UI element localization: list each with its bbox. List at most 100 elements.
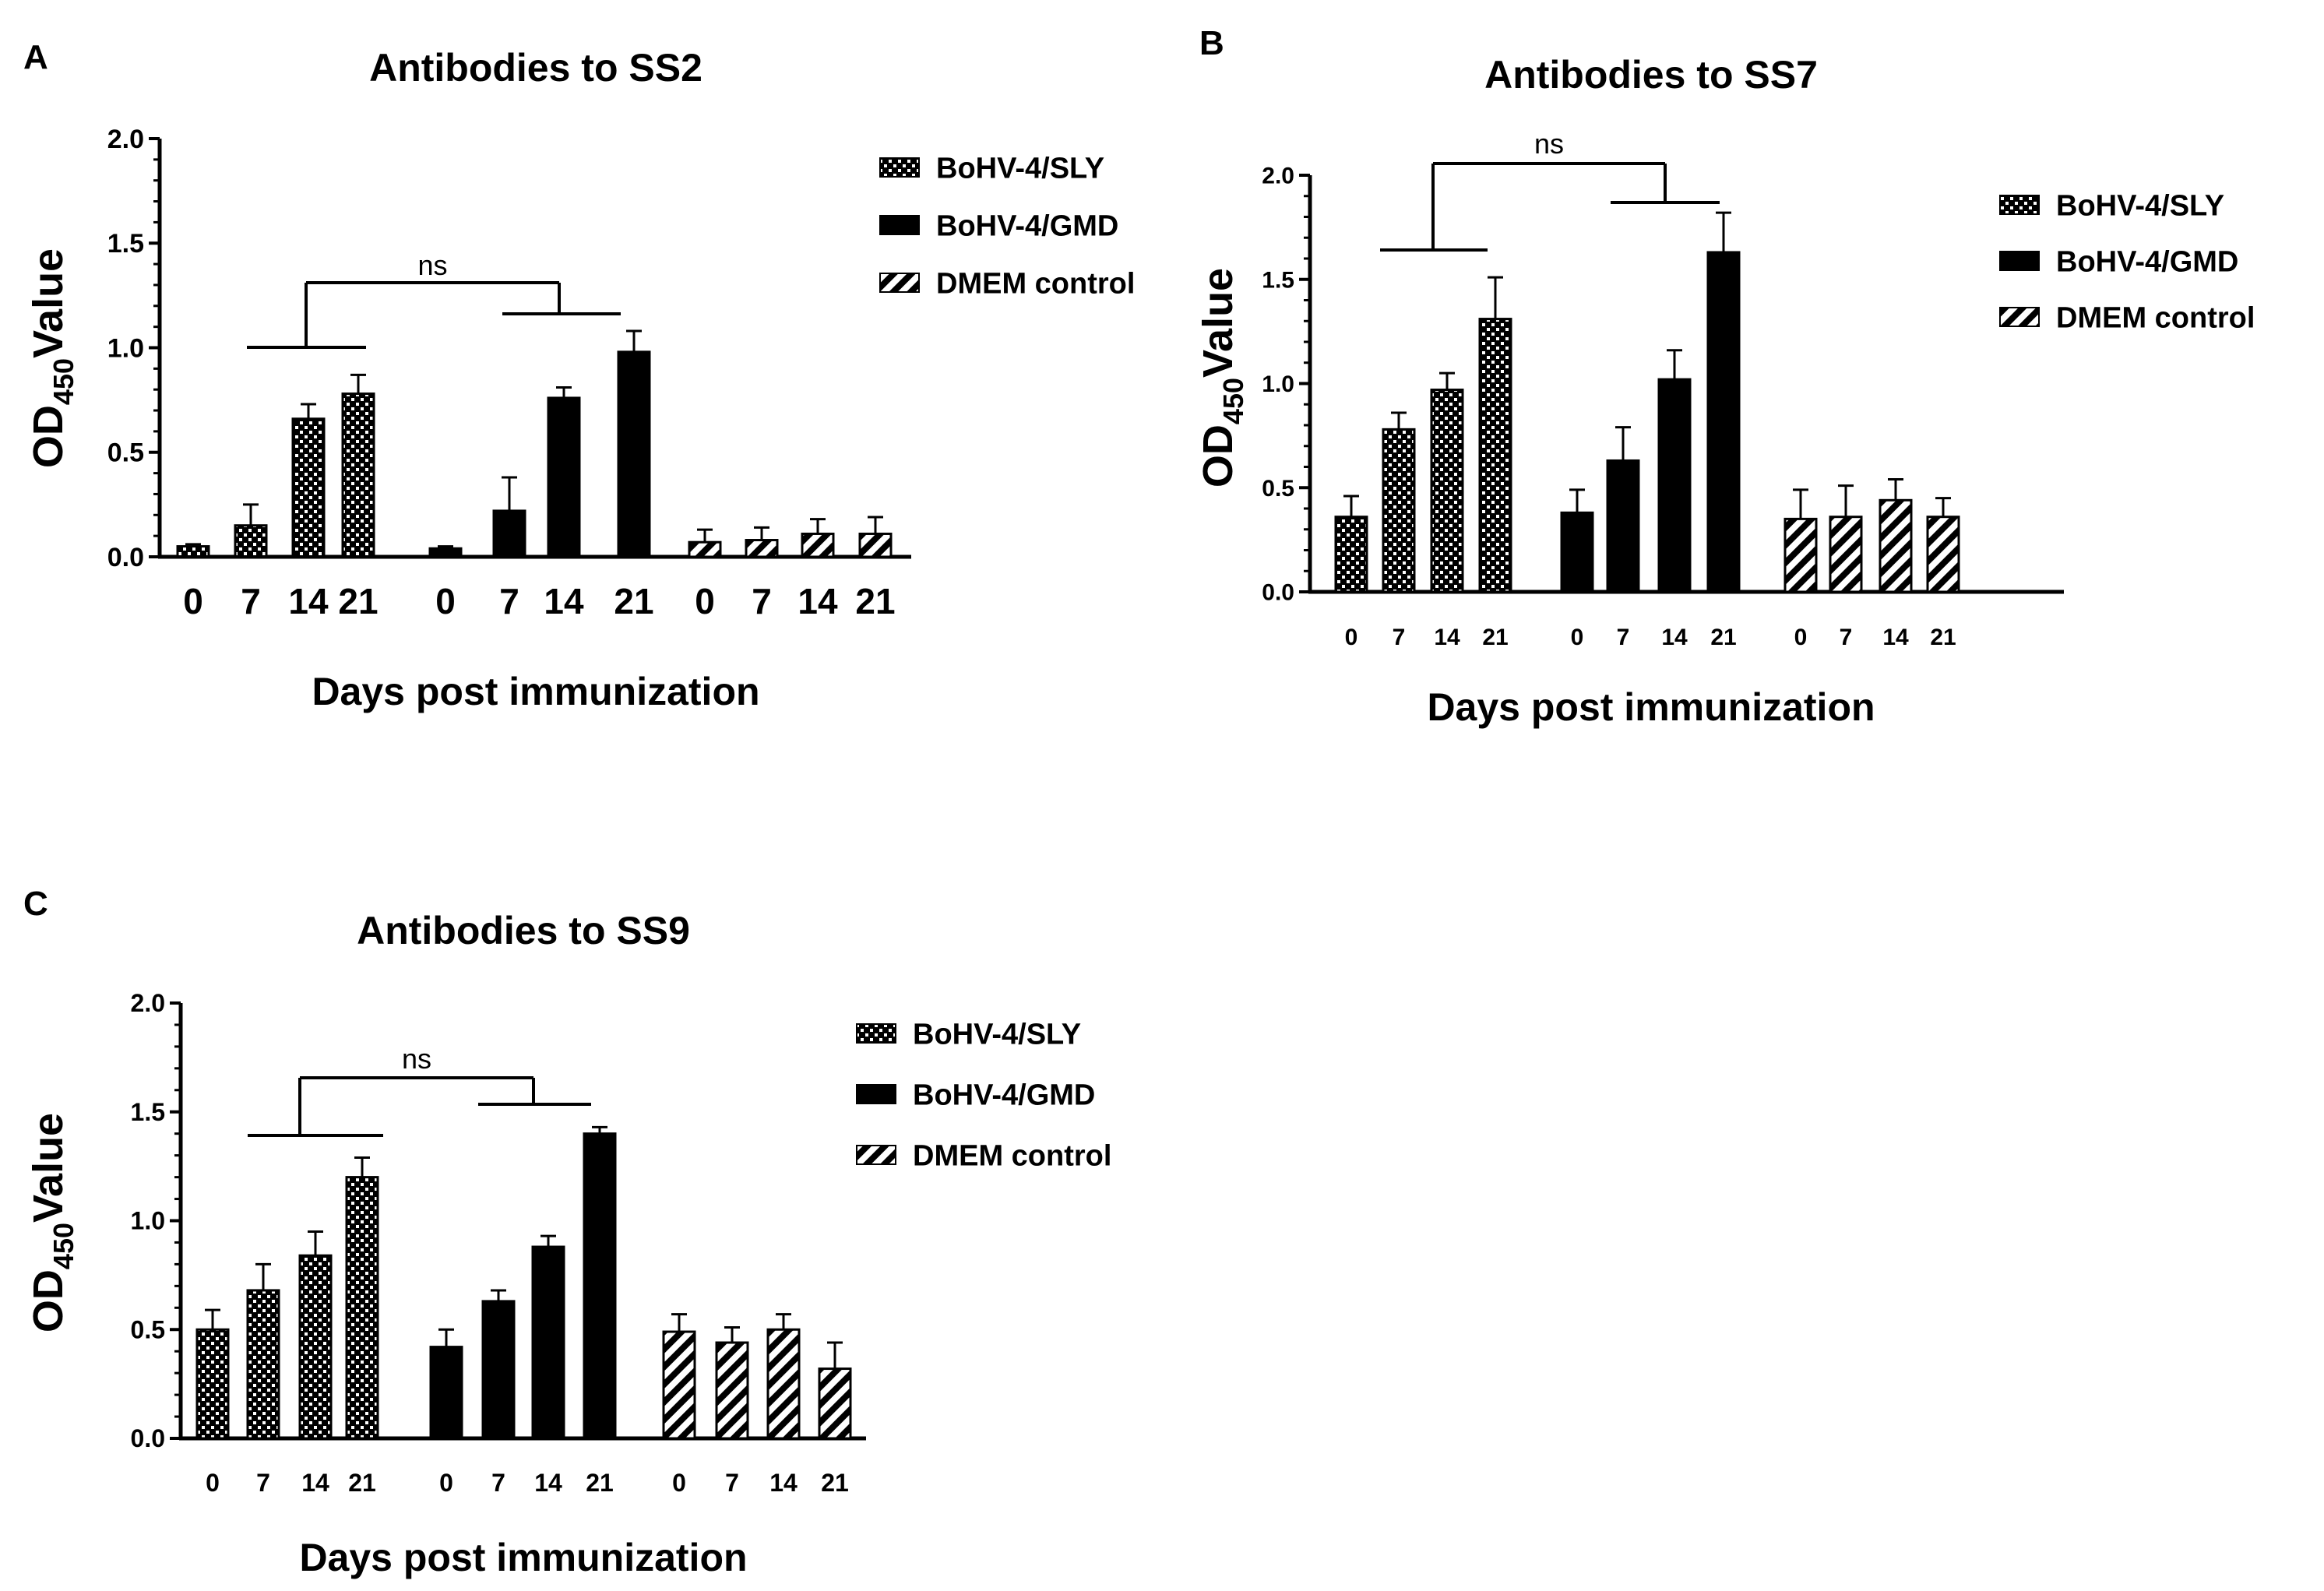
bar	[583, 1132, 617, 1440]
x-tick-label: 14	[1434, 625, 1460, 650]
y-tick-label: 0.5	[107, 438, 144, 468]
legend-swatch	[1999, 251, 2040, 271]
significance-label: ns	[402, 1043, 431, 1075]
y-axis-label-sub: 450	[48, 1223, 79, 1269]
x-tick-label: 7	[241, 581, 261, 621]
panel-a: A Antibodies to SS2 Days post immunizati…	[23, 38, 1135, 713]
bar	[291, 417, 326, 558]
bar	[617, 350, 651, 558]
y-tick-label: 0.0	[107, 543, 144, 572]
x-axis-label: Days post immunization	[312, 670, 759, 713]
x-tick-label: 0	[672, 1469, 686, 1497]
x-tick-label: 14	[534, 1469, 562, 1497]
bar	[1657, 378, 1692, 593]
bar	[1879, 498, 1913, 593]
bar	[1926, 516, 1960, 593]
x-tick-label: 7	[256, 1469, 270, 1497]
x-tick-label: 0	[1571, 625, 1584, 650]
bar	[1560, 511, 1594, 593]
bar	[766, 1328, 801, 1440]
x-tick-label: 0	[695, 581, 715, 621]
panel-label: C	[23, 885, 48, 923]
y-tick-label: 1.0	[107, 333, 144, 363]
x-tick-label: 14	[1661, 625, 1688, 650]
y-axis-label: OD450Value	[1195, 268, 1249, 488]
y-axis-label-sub: 450	[48, 358, 79, 405]
chart-title: Antibodies to SS7	[1484, 53, 1818, 97]
x-tick-label: 7	[752, 581, 772, 621]
bar	[801, 532, 835, 558]
panel-label: A	[23, 38, 48, 76]
legend-swatch	[1999, 195, 2040, 215]
bar	[1783, 517, 1818, 593]
legend-swatch	[856, 1023, 896, 1044]
panel-b: B Antibodies to SS7 Days post immunizati…	[1195, 24, 2255, 729]
bar	[688, 540, 722, 558]
y-axis-label: OD450Value	[25, 248, 79, 468]
bar	[246, 1289, 280, 1440]
x-tick-label: 14	[798, 581, 838, 621]
bar	[547, 396, 581, 558]
x-tick-label: 21	[614, 581, 653, 621]
y-tick-label: 1.5	[131, 1098, 165, 1126]
x-tick-label: 0	[183, 581, 203, 621]
x-tick-label: 0	[435, 581, 456, 621]
y-tick-label: 0.5	[1262, 476, 1294, 502]
bar	[176, 545, 210, 558]
bar	[715, 1341, 749, 1440]
x-tick-label: 0	[1345, 625, 1358, 650]
bar	[1478, 318, 1512, 593]
bar	[1706, 251, 1741, 593]
bar	[1430, 389, 1464, 593]
y-axis-label-tail: Value	[25, 248, 72, 358]
x-tick-label: 7	[1617, 625, 1630, 650]
bar	[531, 1245, 565, 1440]
legend-swatch	[879, 273, 920, 293]
x-tick-label: 7	[1393, 625, 1406, 650]
bar	[428, 547, 463, 558]
y-tick-label: 1.0	[1262, 371, 1294, 397]
x-tick-label: 21	[1930, 625, 1956, 650]
legend: BoHV-4/SLY BoHV-4/GMD DMEM control	[1999, 190, 2255, 335]
panel-c: C Antibodies to SS9 Days post immunizati…	[23, 885, 1111, 1579]
y-axis-label: OD450Value	[25, 1113, 79, 1332]
x-tick-label: 14	[288, 581, 329, 621]
x-tick-label: 0	[206, 1469, 220, 1497]
legend: BoHV-4/SLY BoHV-4/GMD DMEM control	[879, 153, 1135, 301]
legend-label: DMEM control	[913, 1140, 1111, 1173]
legend: BoHV-4/SLY BoHV-4/GMD DMEM control	[856, 1019, 1111, 1173]
x-tick-label: 0	[439, 1469, 453, 1497]
bar	[858, 532, 893, 558]
bar	[341, 392, 375, 558]
y-tick-label: 2.0	[107, 125, 144, 154]
y-axis-label-main: OD	[25, 1269, 72, 1332]
x-tick-label: 21	[338, 581, 378, 621]
x-tick-label: 21	[855, 581, 895, 621]
y-tick-label: 1.5	[107, 229, 144, 259]
x-tick-label: 7	[499, 581, 519, 621]
y-tick-label: 2.0	[131, 989, 165, 1017]
bar	[429, 1346, 463, 1440]
bar	[1334, 516, 1368, 593]
x-tick-label: 21	[1710, 625, 1736, 650]
legend-swatch	[856, 1145, 896, 1165]
legend-label: BoHV-4/GMD	[2056, 246, 2238, 279]
x-tick-label: 21	[821, 1469, 849, 1497]
y-axis-label-main: OD	[1195, 424, 1241, 488]
chart-title: Antibodies to SS2	[369, 46, 702, 90]
x-tick-label: 14	[1882, 625, 1909, 650]
legend-swatch	[1999, 307, 2040, 327]
x-tick-label: 21	[586, 1469, 614, 1497]
y-axis-label-main: OD	[25, 405, 72, 468]
y-axis-label-tail: Value	[25, 1113, 72, 1223]
x-tick-label: 14	[769, 1469, 798, 1497]
legend-label: BoHV-4/GMD	[913, 1079, 1095, 1112]
x-tick-label: 7	[491, 1469, 505, 1497]
bar	[298, 1254, 333, 1440]
y-tick-label: 0.5	[131, 1315, 165, 1343]
x-axis-label: Days post immunization	[299, 1536, 747, 1579]
